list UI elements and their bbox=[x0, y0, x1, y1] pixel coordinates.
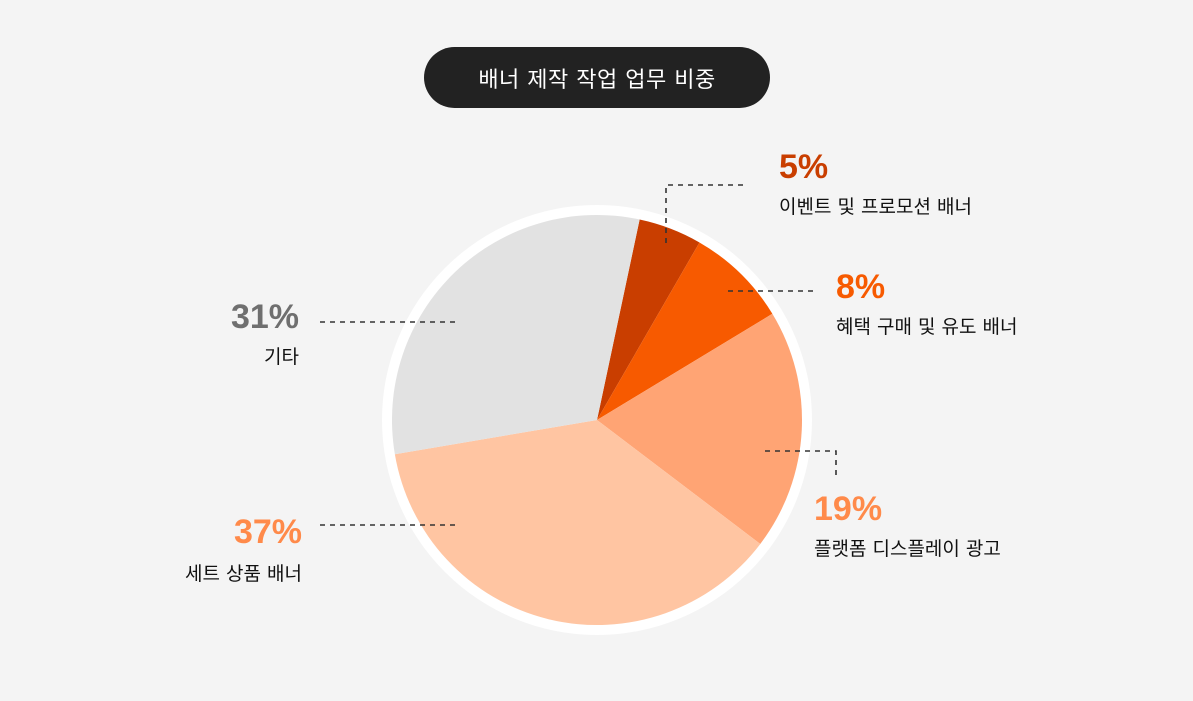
label-other: 기타 bbox=[264, 346, 299, 368]
pie-slice-benefit bbox=[597, 242, 773, 420]
pie-slice-event bbox=[597, 219, 700, 420]
leader-line-platform bbox=[765, 450, 837, 476]
label-set: 세트 상품 배너 bbox=[185, 563, 302, 585]
leader-line-event bbox=[665, 184, 748, 243]
percent-platform: 19% bbox=[814, 490, 883, 528]
percent-benefit: 8% bbox=[836, 268, 886, 306]
percent-other: 31% bbox=[230, 298, 299, 336]
pie-slice-other bbox=[392, 214, 640, 455]
pie-slices bbox=[392, 214, 803, 625]
label-event: 이벤트 및 프로모션 배너 bbox=[779, 196, 972, 218]
label-benefit: 혜택 구매 및 유도 배너 bbox=[836, 316, 1018, 338]
percent-set: 37% bbox=[233, 513, 302, 551]
pie-slice-set bbox=[394, 420, 761, 625]
percent-event: 5% bbox=[779, 148, 829, 186]
label-platform: 플랫폼 디스플레이 광고 bbox=[814, 538, 1001, 560]
chart-title: 배너 제작 작업 업무 비중 bbox=[424, 47, 770, 108]
pie-slice-platform bbox=[597, 313, 803, 544]
